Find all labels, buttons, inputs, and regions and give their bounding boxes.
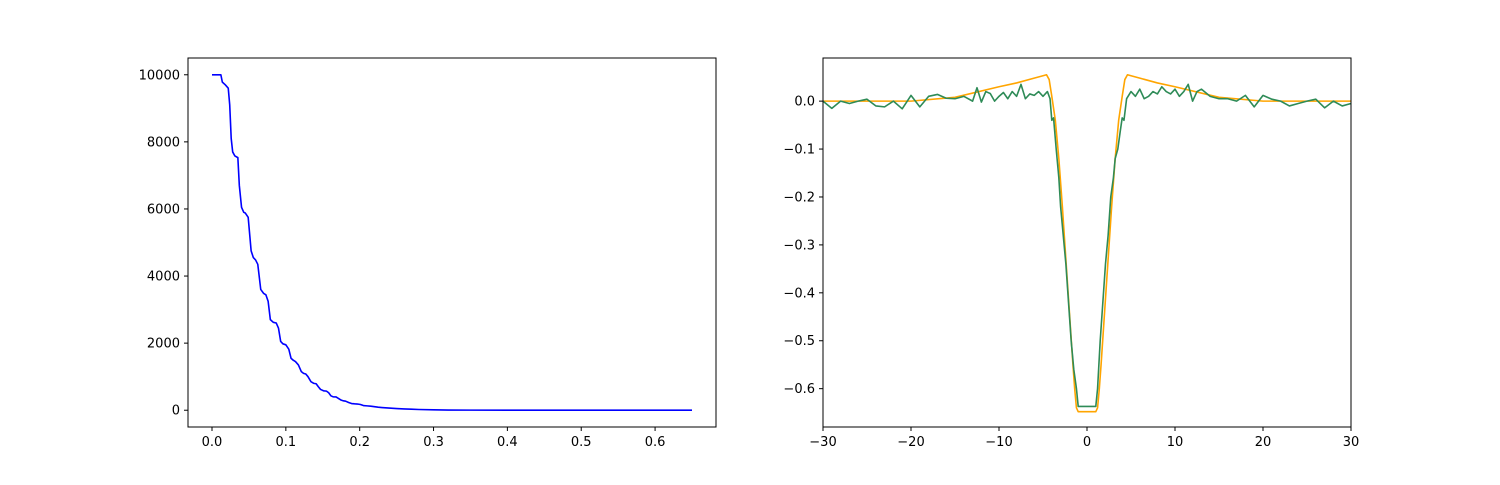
right-x-tick-label: −10 <box>985 435 1012 450</box>
chart-left-decay: 0.0 0.1 0.2 0.3 0.4 0.5 0.6 0 2000 4000 6000 8000 10… <box>139 58 716 450</box>
left-x-tick-label: 0.1 <box>276 435 297 450</box>
right-y-tick-label: −0.2 <box>783 190 815 205</box>
chart-right-profile: −30 −20 −10 0 10 20 30 0.0 −0.1 −0.2 −0.3 −0.4 −0.5 −… <box>783 58 1359 450</box>
right-series-line-model <box>823 75 1351 412</box>
left-series-line-decay <box>212 75 692 410</box>
left-x-tick-label: 0.5 <box>571 435 592 450</box>
right-x-tick-label: 30 <box>1343 435 1360 450</box>
left-y-tick-label: 6000 <box>147 202 180 217</box>
left-y-tick-label: 0 <box>172 404 180 419</box>
left-x-tick-label: 0.2 <box>349 435 370 450</box>
right-x-tick-label: 10 <box>1167 435 1184 450</box>
right-axes-frame <box>823 58 1351 427</box>
right-y-tick-label: −0.4 <box>783 286 815 301</box>
left-x-tick-label: 0.0 <box>202 435 223 450</box>
left-y-tick-label: 10000 <box>139 68 180 83</box>
left-x-tick-label: 0.3 <box>423 435 444 450</box>
left-x-tick-label: 0.4 <box>497 435 518 450</box>
left-y-tick-label: 2000 <box>147 337 180 352</box>
right-y-tick-label: −0.5 <box>783 334 815 349</box>
right-x-tick-label: 20 <box>1255 435 1272 450</box>
left-axes-frame <box>188 58 716 427</box>
right-y-tick-label: −0.3 <box>783 238 815 253</box>
left-x-tick-label: 0.6 <box>645 435 666 450</box>
left-y-tick-label: 4000 <box>147 270 180 285</box>
right-x-tick-label: 0 <box>1083 435 1091 450</box>
right-series-line-noisy <box>823 84 1351 406</box>
right-x-tick-label: −30 <box>809 435 836 450</box>
right-y-tick-label: 0.0 <box>794 95 815 110</box>
right-y-tick-label: −0.6 <box>783 382 815 397</box>
left-y-tick-label: 8000 <box>147 135 180 150</box>
right-x-tick-label: −20 <box>897 435 924 450</box>
right-y-tick-label: −0.1 <box>783 143 815 158</box>
